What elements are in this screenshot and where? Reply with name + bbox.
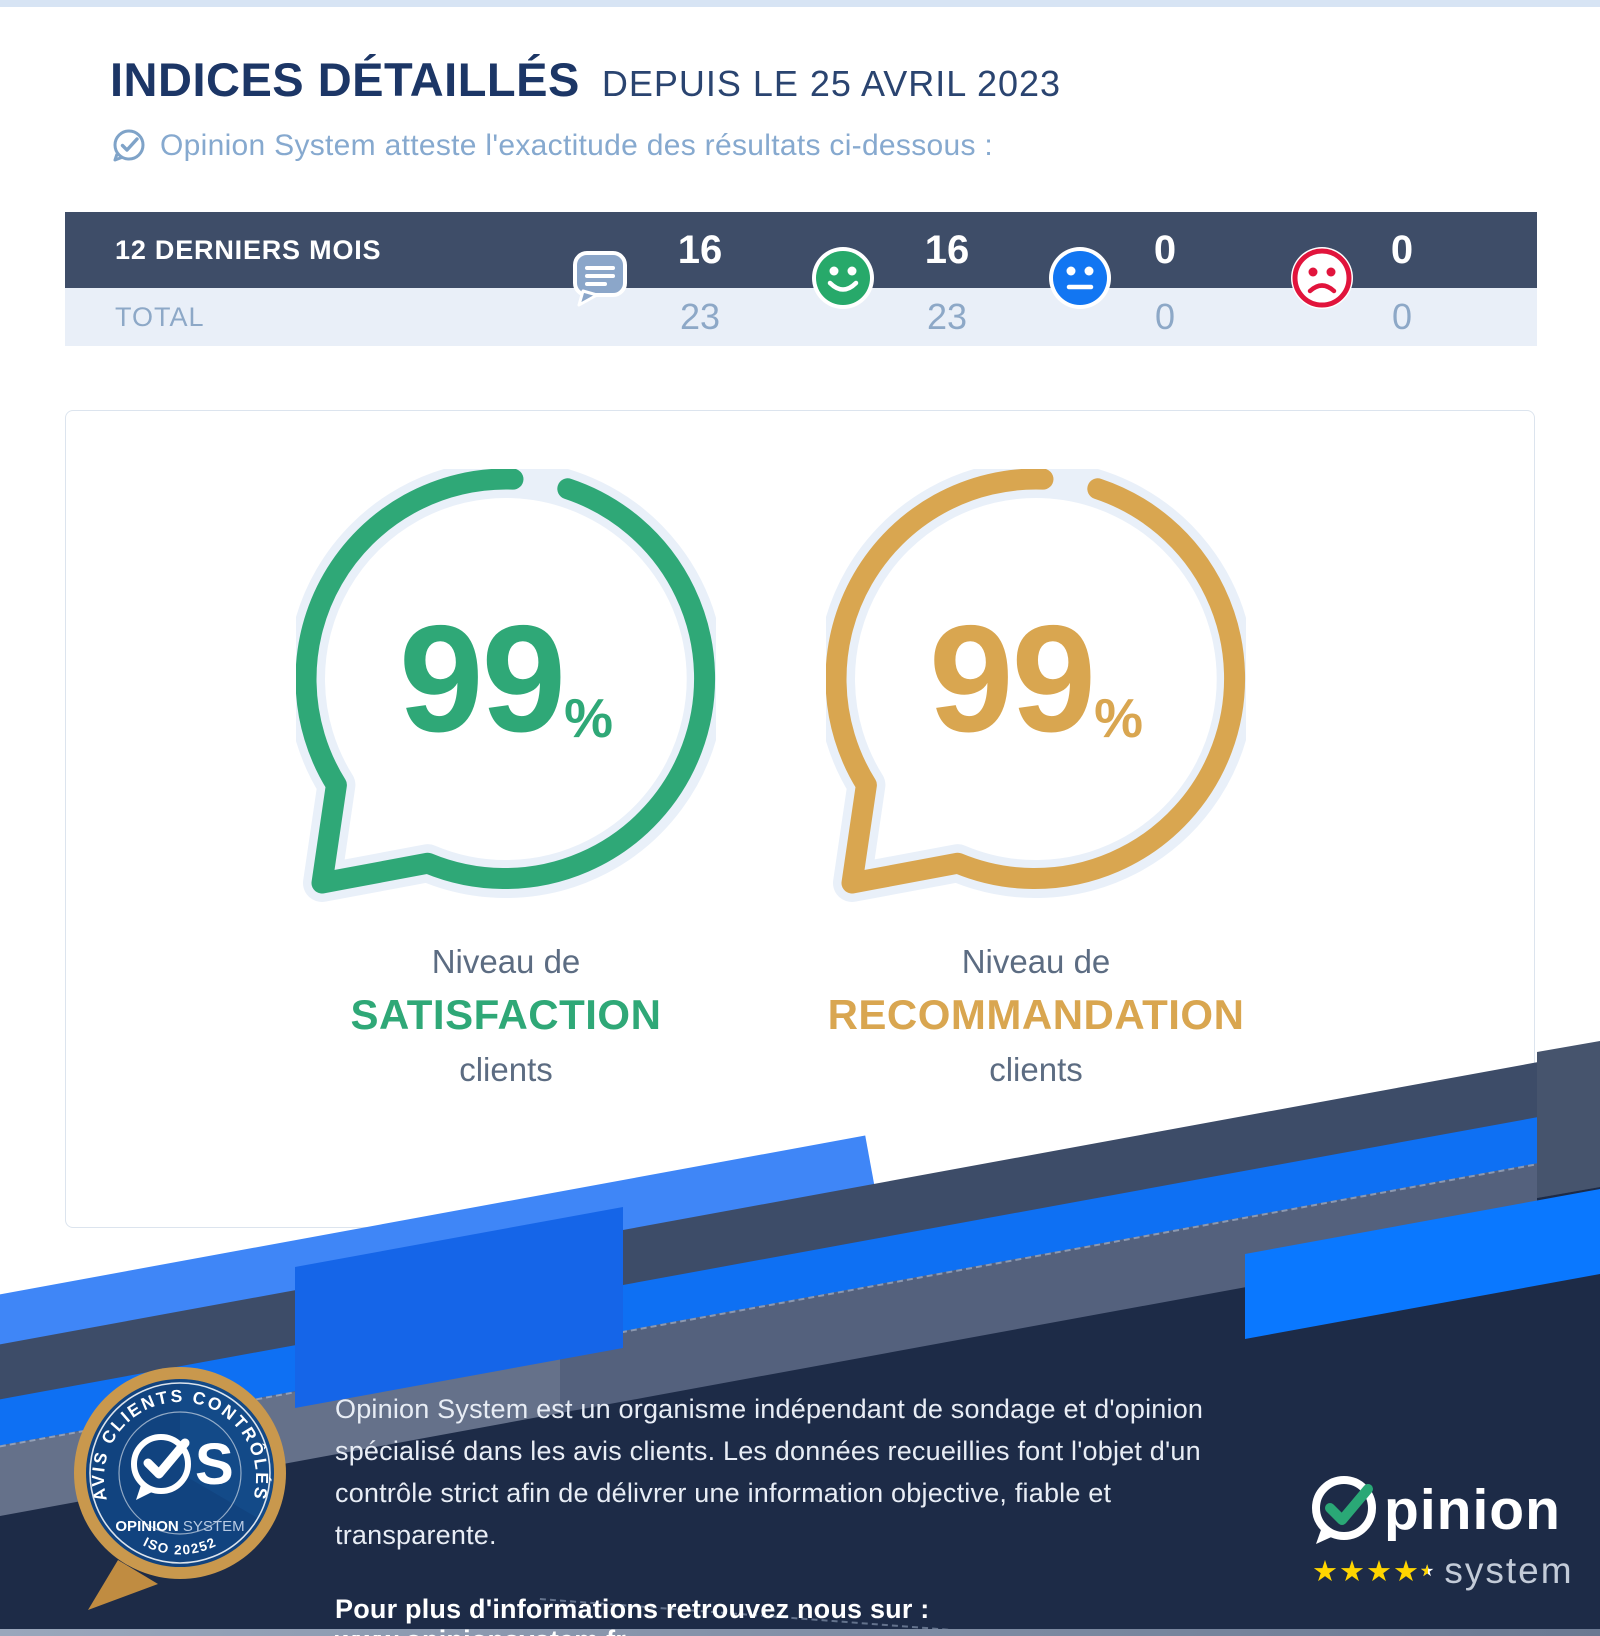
top-accent-bar	[0, 0, 1600, 7]
half-star-icon: ★ ★	[1420, 1563, 1435, 1580]
happy-face-icon	[812, 247, 874, 309]
badge-center-letter: S	[195, 1432, 234, 1497]
value-sad-12m: 0	[1390, 228, 1414, 272]
row-label-12-months: 12 DERNIERS MOIS	[115, 234, 382, 265]
footer-text-block: Opinion System est un organisme indépend…	[335, 1388, 1215, 1636]
since-date-label: DEPUIS LE 25 AVRIL 2023	[601, 63, 1062, 104]
recommendation-gauge: 99% Niveau de RECOMMANDATION clients	[776, 469, 1296, 1089]
attestation-text: Opinion System atteste l'exactitude des …	[160, 129, 994, 162]
value-reviews-12m: 16	[677, 228, 723, 272]
bottom-accent-bar	[0, 1629, 1600, 1636]
logo-name: pinion	[1384, 1478, 1561, 1542]
value-happy-total: 23	[926, 296, 968, 337]
row-label-total: TOTAL	[115, 301, 205, 332]
value-sad-total: 0	[1391, 296, 1413, 337]
badge-arc-bottom-text: ISO 20252	[141, 1534, 217, 1557]
table-row-total: TOTAL 23 23 0 0	[65, 288, 1537, 346]
recommendation-label-line1: Niveau de	[961, 943, 1111, 980]
satisfaction-label-line1: Niveau de	[431, 943, 581, 980]
logo-bubble-check-icon	[1312, 1476, 1376, 1544]
badge-os-logo-icon: S	[131, 1432, 234, 1500]
page-title: INDICES DÉTAILLÉS	[110, 53, 580, 106]
value-reviews-total: 23	[679, 296, 721, 337]
comment-bubble-icon	[573, 251, 627, 307]
badge-system-text: SYSTEM	[183, 1518, 245, 1535]
satisfaction-label: SATISFACTION	[350, 991, 662, 1038]
recommendation-value: 99%	[929, 593, 1143, 764]
sad-face-icon	[1291, 247, 1353, 309]
satisfaction-gauge: 99% Niveau de SATISFACTION clients	[246, 469, 766, 1089]
logo-subname: system	[1444, 1550, 1574, 1591]
satisfaction-value: 99%	[399, 593, 613, 764]
value-happy-12m: 16	[924, 228, 970, 272]
satisfaction-bubble-ring-icon	[296, 469, 716, 902]
neutral-face-icon	[1049, 247, 1111, 309]
badge-opinion-text: OPINION	[115, 1518, 178, 1535]
opinion-system-certification-badge: AVIS CLIENTS CONTRÔLÉS ISO 20252 S OPINI…	[74, 1367, 286, 1610]
recommendation-bubble-ring-icon	[826, 469, 1246, 902]
indices-card: 99% Niveau de SATISFACTION clients 99% N…	[65, 410, 1535, 1228]
satisfaction-label-line3: clients	[459, 1051, 553, 1088]
svg-text:OPINION SYSTEM: OPINION SYSTEM	[115, 1518, 244, 1535]
recommendation-label-line3: clients	[989, 1051, 1083, 1088]
footer-info-line[interactable]: Pour plus d'informations retrouvez nous …	[335, 1594, 930, 1636]
recommendation-label: RECOMMANDATION	[827, 991, 1245, 1038]
rating-stars-icon: ★★★★	[1312, 1555, 1420, 1588]
footer-paragraph: Opinion System est un organisme indépend…	[335, 1394, 1204, 1551]
stats-table: 12 DERNIERS MOIS 16 16 0 0 TOTAL 23 23 0…	[65, 212, 1537, 346]
value-neutral-total: 0	[1154, 296, 1176, 337]
table-row-12-months: 12 DERNIERS MOIS 16 16 0 0	[65, 212, 1537, 288]
verified-check-icon	[113, 129, 145, 162]
right-slate-slab	[1537, 1041, 1600, 1198]
value-neutral-12m: 0	[1153, 228, 1177, 272]
header: INDICES DÉTAILLÉS DEPUIS LE 25 AVRIL 202…	[110, 52, 1061, 165]
opinion-system-logo: pinion ★★★★ ★ ★ system	[1306, 1472, 1574, 1592]
svg-text:ISO 20252: ISO 20252	[141, 1534, 219, 1557]
